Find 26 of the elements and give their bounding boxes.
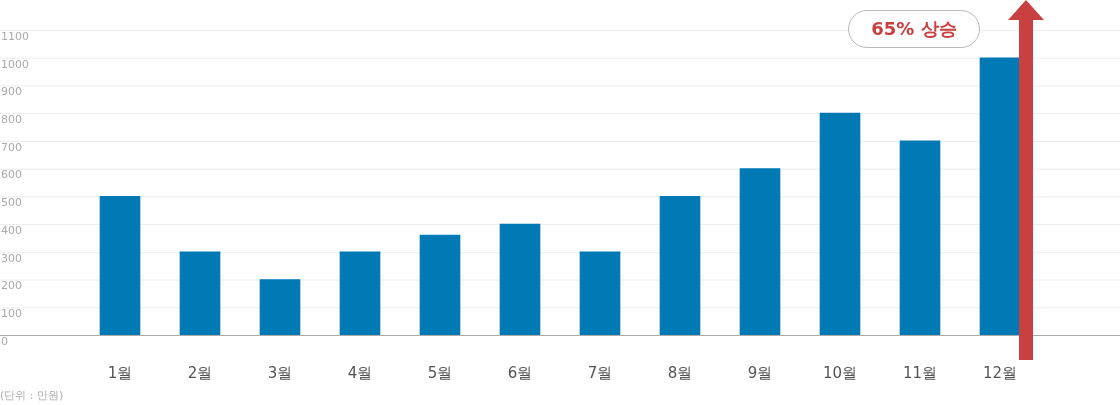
y-tick-label: 1000 — [1, 57, 29, 71]
x-tick-label: 1월 — [107, 363, 133, 382]
x-tick-label: 10월 — [822, 363, 858, 382]
x-tick-label: 3월 — [267, 363, 293, 382]
x-tick-label: 4월 — [347, 363, 373, 382]
x-tick-label: 11월 — [902, 363, 938, 382]
y-tick-label: 600 — [1, 168, 22, 182]
x-tick-label: 2월 — [187, 363, 213, 382]
text: (단위 : 만원) — [0, 388, 64, 403]
y-tick-label: 900 — [1, 85, 22, 99]
y-tick-label: 300 — [1, 251, 22, 265]
x-tick-label: 9월 — [747, 363, 773, 382]
y-tick-label: 500 — [1, 196, 22, 210]
x-tick-label: 7월 — [587, 363, 613, 382]
annotation: 65% 상승 — [848, 10, 980, 48]
y-tick-label: 700 — [1, 140, 22, 154]
y-tick-label: 200 — [1, 279, 22, 293]
x-tick-label: 5월 — [427, 363, 453, 382]
x-tick-label: 6월 — [507, 363, 533, 382]
y-tick-label: 1100 — [1, 29, 29, 43]
y-tick-label: 0 — [1, 334, 8, 348]
y-tick-label: 400 — [1, 223, 22, 237]
x-tick-label: 12월 — [982, 363, 1018, 382]
x-tick-label: 8월 — [667, 363, 693, 382]
y-tick-label: 100 — [1, 307, 22, 321]
y-tick-label: 800 — [1, 113, 22, 127]
